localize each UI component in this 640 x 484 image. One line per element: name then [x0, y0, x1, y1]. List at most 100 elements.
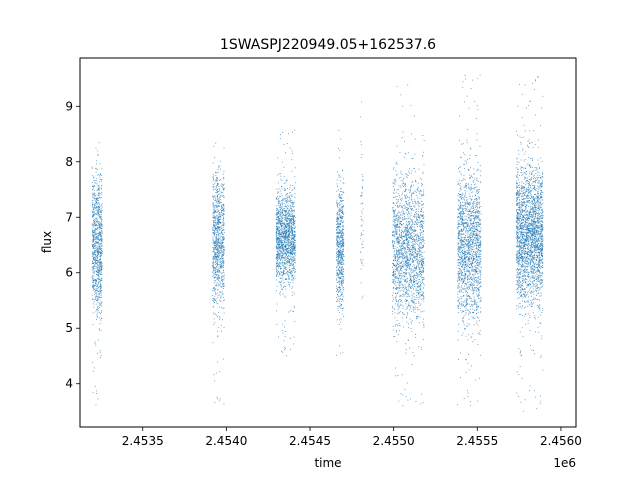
- data-point: [280, 236, 281, 238]
- data-point: [413, 292, 415, 294]
- data-point: [395, 260, 397, 261]
- data-point: [394, 254, 396, 255]
- data-point: [282, 282, 284, 284]
- data-point: [417, 309, 419, 311]
- data-point: [219, 205, 220, 207]
- data-point: [212, 290, 214, 291]
- data-point: [276, 214, 278, 215]
- data-point: [416, 223, 418, 224]
- data-point: [405, 262, 406, 264]
- data-point: [284, 281, 286, 283]
- data-point: [403, 257, 405, 258]
- data-point: [286, 143, 288, 144]
- data-point: [95, 242, 97, 244]
- data-point: [212, 241, 214, 243]
- data-point: [342, 249, 344, 251]
- data-point: [401, 250, 403, 251]
- data-point: [99, 270, 100, 272]
- data-point: [292, 286, 294, 288]
- data-point: [423, 300, 425, 302]
- data-point: [416, 256, 418, 257]
- data-point: [281, 240, 283, 242]
- data-point: [91, 224, 93, 226]
- data-point: [94, 193, 96, 195]
- data-point: [287, 262, 289, 264]
- data-point: [282, 214, 283, 216]
- data-point: [217, 251, 218, 253]
- data-point: [338, 255, 340, 257]
- data-point: [398, 284, 400, 286]
- data-point: [218, 236, 220, 238]
- data-point: [423, 231, 424, 233]
- data-point: [337, 225, 338, 227]
- data-point: [291, 150, 293, 152]
- data-point: [338, 232, 340, 233]
- data-point: [279, 263, 281, 265]
- data-point: [222, 252, 224, 254]
- data-point: [97, 398, 99, 400]
- data-point: [95, 257, 97, 259]
- data-point: [399, 234, 400, 236]
- data-point: [417, 187, 419, 189]
- data-point: [342, 248, 344, 250]
- data-point: [97, 185, 99, 187]
- data-point: [409, 318, 411, 320]
- data-point: [213, 233, 215, 235]
- data-point: [217, 211, 218, 213]
- data-point: [422, 281, 424, 283]
- data-point: [221, 192, 222, 193]
- data-point: [96, 257, 98, 259]
- data-point: [98, 185, 100, 186]
- data-point: [284, 335, 286, 337]
- data-point: [91, 166, 93, 168]
- data-point: [405, 292, 406, 294]
- data-point: [219, 257, 221, 259]
- data-point: [93, 259, 95, 260]
- data-point: [217, 196, 219, 198]
- data-point: [97, 234, 99, 236]
- data-point: [276, 240, 277, 242]
- data-point: [292, 263, 294, 265]
- data-point: [220, 214, 222, 215]
- data-point: [422, 277, 424, 279]
- data-point: [338, 268, 340, 269]
- data-point: [285, 268, 286, 270]
- data-point: [215, 171, 217, 173]
- data-point: [414, 235, 416, 237]
- data-point: [97, 262, 98, 263]
- data-point: [393, 188, 395, 190]
- data-point: [289, 224, 291, 226]
- data-point: [284, 246, 286, 248]
- data-point: [91, 167, 93, 169]
- data-point: [282, 247, 283, 249]
- data-point: [217, 247, 218, 249]
- data-point: [275, 267, 277, 269]
- data-point: [396, 320, 398, 322]
- data-point: [213, 186, 215, 188]
- data-point: [280, 190, 282, 192]
- data-point: [212, 276, 214, 278]
- data-point: [291, 258, 293, 260]
- data-point: [217, 285, 219, 287]
- data-point: [214, 235, 216, 237]
- data-point: [223, 312, 225, 314]
- data-point: [292, 222, 294, 224]
- data-point: [287, 274, 289, 276]
- data-point: [342, 221, 344, 223]
- data-point: [293, 305, 295, 307]
- data-point: [337, 227, 339, 229]
- data-point: [416, 274, 418, 276]
- data-point: [98, 252, 100, 253]
- data-point: [283, 175, 285, 177]
- data-point: [223, 223, 224, 225]
- data-point: [394, 229, 396, 231]
- data-point: [398, 282, 400, 284]
- data-point: [412, 296, 414, 298]
- data-point: [276, 258, 277, 260]
- data-point: [339, 261, 341, 263]
- data-point: [96, 211, 98, 213]
- data-point: [100, 244, 102, 246]
- data-point: [222, 276, 224, 277]
- data-point: [293, 251, 295, 253]
- data-point: [283, 251, 285, 252]
